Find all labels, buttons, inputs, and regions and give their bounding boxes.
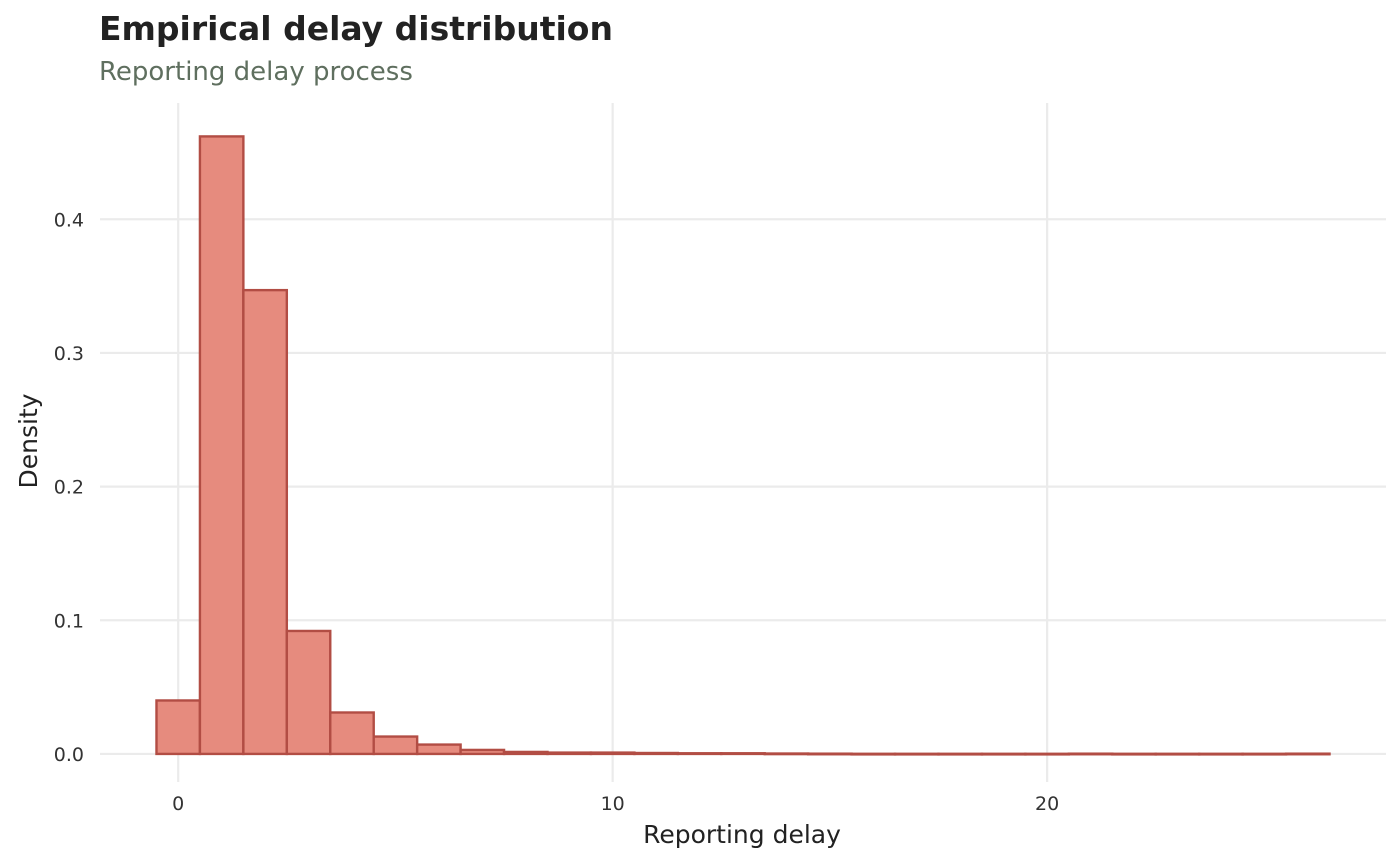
histogram-bar xyxy=(980,752,1027,756)
chart-subtitle: Reporting delay process xyxy=(99,57,413,87)
histogram-bars xyxy=(155,135,1331,756)
histogram-bar xyxy=(502,750,549,756)
tick-labels: 0.0 0.1 0.2 0.3 0.4 0 10 20 xyxy=(54,209,1059,815)
histogram-bar xyxy=(850,752,897,756)
y-axis-title: Density xyxy=(14,393,43,488)
histogram-bar xyxy=(720,752,766,756)
histogram-bar xyxy=(1284,752,1331,756)
y-tick-label: 0.2 xyxy=(54,477,84,499)
y-tick-label: 0.1 xyxy=(54,610,84,632)
histogram-bar xyxy=(285,629,332,756)
x-tick-label: 0 xyxy=(172,793,184,815)
histogram-bar xyxy=(806,752,853,756)
histogram-bar xyxy=(1241,752,1288,756)
histogram-bar xyxy=(329,711,375,756)
x-tick-label: 20 xyxy=(1035,793,1059,815)
chart-title: Empirical delay distribution xyxy=(99,9,613,48)
histogram-bar xyxy=(1067,752,1114,756)
histogram-bar xyxy=(633,751,680,756)
histogram-bar xyxy=(198,135,245,756)
histogram-bar xyxy=(1024,752,1071,756)
histogram-bar xyxy=(546,751,593,756)
histogram-bar xyxy=(893,752,940,756)
histogram-bar xyxy=(589,751,636,756)
histogram-bar xyxy=(1154,752,1201,756)
y-tick-label: 0.3 xyxy=(54,343,84,365)
x-axis-title: Reporting delay xyxy=(643,820,841,849)
histogram-bar xyxy=(155,699,202,756)
histogram-bar xyxy=(763,752,810,756)
histogram-bar xyxy=(1111,752,1157,756)
histogram-bar xyxy=(372,735,419,756)
histogram-bar xyxy=(1197,752,1244,756)
histogram-bar xyxy=(415,743,462,756)
x-tick-label: 10 xyxy=(601,793,625,815)
y-tick-label: 0.0 xyxy=(54,744,84,766)
histogram-bar xyxy=(242,288,289,756)
histogram-bar xyxy=(676,752,723,756)
y-tick-label: 0.4 xyxy=(54,209,84,231)
histogram-bar xyxy=(459,748,506,756)
histogram-bar xyxy=(937,752,984,756)
